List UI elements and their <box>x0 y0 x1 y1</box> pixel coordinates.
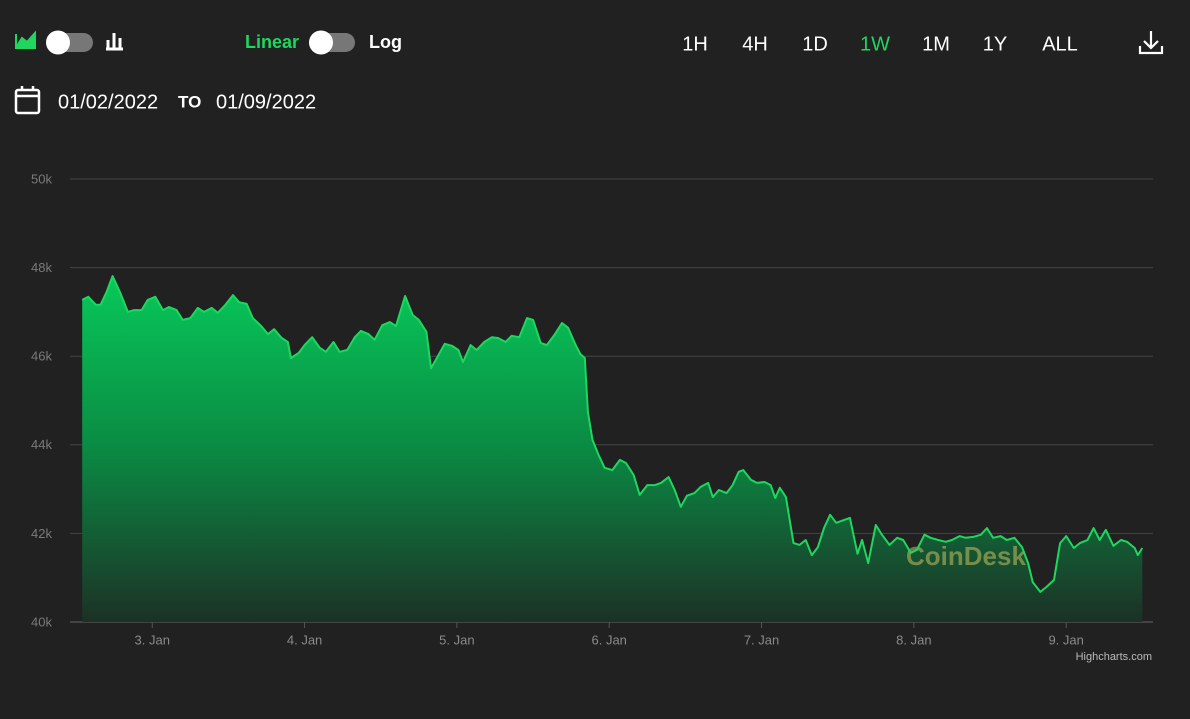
y-tick-label: 44k <box>31 437 52 452</box>
toggle-knob <box>46 30 70 55</box>
calendar-lines <box>16 86 39 98</box>
date-separator: TO <box>178 92 201 111</box>
scale-linear[interactable]: Linear <box>245 32 299 52</box>
x-tick-label: 7. Jan <box>744 632 779 647</box>
scale-log[interactable]: Log <box>369 32 402 52</box>
range-button[interactable]: 1H <box>682 33 708 55</box>
range-button[interactable]: 1Y <box>983 33 1007 55</box>
download-icon <box>1138 31 1164 55</box>
y-tick-label: 46k <box>31 349 52 364</box>
range-button[interactable]: 1W <box>860 33 890 55</box>
scale-switch[interactable]: Linear Log <box>245 30 402 55</box>
x-tick-label: 8. Jan <box>896 632 931 647</box>
price-line <box>81 275 1144 593</box>
watermark: CoinDesk <box>906 541 1026 571</box>
x-tick-label: 6. Jan <box>592 632 627 647</box>
range-button[interactable]: ALL <box>1042 33 1078 55</box>
credit[interactable]: Highcharts.com <box>1076 651 1152 663</box>
y-tick-label: 50k <box>31 171 52 186</box>
toggle-knob <box>309 30 333 55</box>
bar-icon <box>106 33 123 51</box>
x-tick-label: 4. Jan <box>287 632 322 647</box>
range-button[interactable]: 1D <box>802 33 828 55</box>
x-tick-label: 9. Jan <box>1048 632 1083 647</box>
range-buttons: 1H 4H 1D 1W 1M 1Y ALL <box>682 33 1078 55</box>
y-tick-label: 40k <box>31 614 52 629</box>
x-tick-label: 5. Jan <box>439 632 474 647</box>
x-tick-label: 3. Jan <box>135 632 170 647</box>
chart-type-switch[interactable] <box>15 30 123 55</box>
calendar-icon[interactable] <box>14 86 41 115</box>
area-fill <box>82 276 1143 622</box>
calendar-frame <box>14 88 41 115</box>
download-button[interactable] <box>1138 31 1164 55</box>
date-from[interactable]: 01/02/2022 <box>58 91 158 113</box>
plot: 40k 42k 44k 46k 48k 50k 3. Jan 4. Jan 5. Jan 6. J… <box>31 171 1153 647</box>
date-to[interactable]: 01/09/2022 <box>216 91 316 113</box>
range-button[interactable]: 1M <box>922 33 950 55</box>
range-button[interactable]: 4H <box>742 33 768 55</box>
area-icon <box>15 30 36 49</box>
y-tick-label: 48k <box>31 260 52 275</box>
y-tick-label: 42k <box>31 526 52 541</box>
